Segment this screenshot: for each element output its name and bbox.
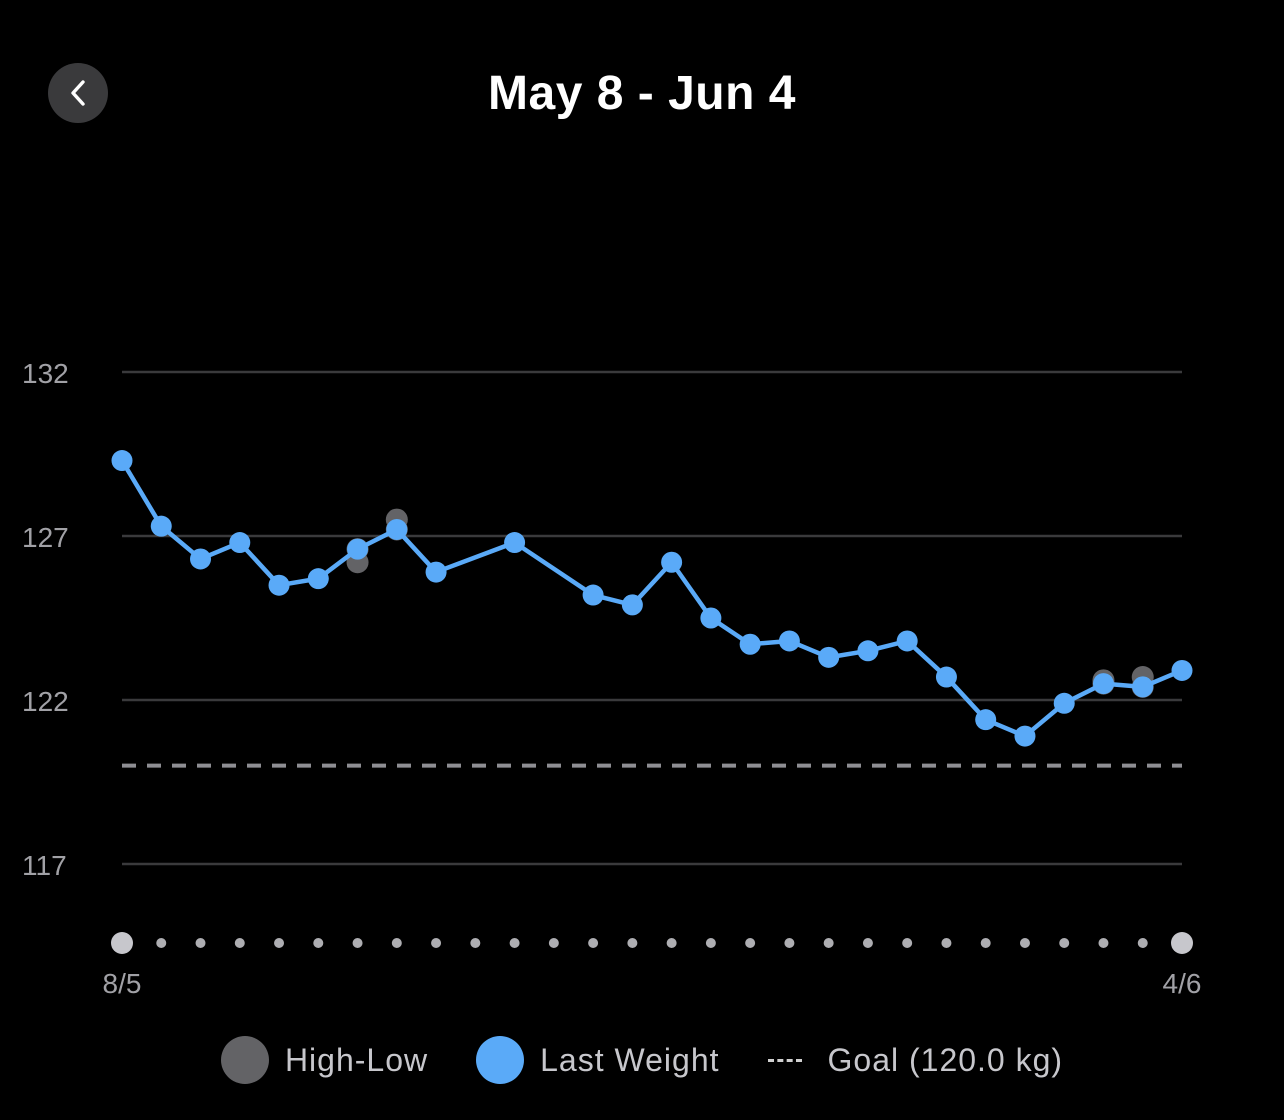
x-axis-dot-27 <box>1171 932 1193 954</box>
last-weight-swatch <box>476 1036 525 1084</box>
legend-label-last-weight: Last Weight <box>540 1041 720 1078</box>
weight-chart: 117 122 127 132 8/5 4/6 <box>22 358 1202 999</box>
x-axis-dot-16 <box>745 938 756 948</box>
x-axis-dot-1 <box>156 938 167 948</box>
x-axis-dot-17 <box>784 938 795 948</box>
x-axis-dot-26 <box>1137 938 1148 948</box>
legend-item-high-low[interactable]: High-Low <box>220 1036 429 1084</box>
x-axis-dot-20 <box>902 938 913 948</box>
last-weight-point-26 <box>1132 676 1154 698</box>
last-weight-point-18 <box>818 646 840 668</box>
x-axis-dot-24 <box>1059 938 1070 948</box>
x-label-start: 8/5 <box>103 968 142 999</box>
x-axis-dot-22 <box>980 938 991 948</box>
last-weight-point-17 <box>778 630 800 652</box>
last-weight-point-23 <box>1014 725 1036 747</box>
x-axis-dot-14 <box>666 938 677 948</box>
x-axis-dot-8 <box>431 938 442 948</box>
x-axis-dot-3 <box>234 938 245 948</box>
last-weight-point-0 <box>111 450 133 472</box>
x-label-end: 4/6 <box>1163 968 1202 999</box>
last-weight-point-5 <box>307 568 329 590</box>
y-tick-label-117: 117 <box>22 850 67 881</box>
x-axis-dot-4 <box>274 938 285 948</box>
x-axis-dot-6 <box>352 938 363 948</box>
legend-item-goal[interactable]: Goal (120.0 kg) <box>767 1041 1064 1079</box>
x-axis-dot-10 <box>509 938 520 948</box>
x-axis-dot-15 <box>705 938 716 948</box>
page-title: May 8 - Jun 4 <box>488 67 796 120</box>
x-axis-dot-25 <box>1098 938 1109 948</box>
x-axis-dot-12 <box>588 938 599 948</box>
last-weight-point-4 <box>268 574 290 596</box>
x-axis-dot-21 <box>941 938 952 948</box>
x-axis-dot-13 <box>627 938 638 948</box>
last-weight-point-19 <box>857 640 879 662</box>
y-tick-label-127: 127 <box>22 522 69 553</box>
legend-item-last-weight[interactable]: Last Weight <box>476 1036 719 1084</box>
last-weight-point-13 <box>621 594 643 616</box>
legend-label-high-low: High-Low <box>284 1041 429 1078</box>
last-weight-point-10 <box>504 532 526 554</box>
y-tick-label-122: 122 <box>22 686 69 717</box>
x-axis-dot-19 <box>862 938 873 948</box>
last-weight-point-1 <box>150 515 172 537</box>
legend-label-goal: Goal (120.0 kg) <box>827 1041 1064 1078</box>
last-weight-point-7 <box>386 518 408 540</box>
x-axis-dot-2 <box>195 938 206 948</box>
last-weight-point-14 <box>661 551 683 573</box>
last-weight-point-21 <box>935 666 957 688</box>
y-tick-label-132: 132 <box>22 358 69 389</box>
last-weight-point-16 <box>739 633 761 655</box>
high-low-swatch <box>220 1036 269 1084</box>
last-weight-point-24 <box>1053 692 1075 714</box>
last-weight-point-22 <box>975 709 997 731</box>
chevron-left-icon <box>71 80 85 106</box>
last-weight-point-3 <box>229 532 251 554</box>
x-axis-dot-5 <box>313 938 324 948</box>
x-axis-dot-7 <box>391 938 402 948</box>
chart-legend: High-Low Last Weight Goal (120.0 kg) <box>0 1034 1284 1086</box>
x-axis-dot-23 <box>1019 938 1030 948</box>
back-button[interactable] <box>48 63 108 123</box>
x-axis-dot-18 <box>823 938 834 948</box>
last-weight-point-20 <box>896 630 918 652</box>
x-axis-dot-0 <box>111 932 133 954</box>
last-weight-point-27 <box>1171 659 1193 681</box>
x-axis-dot-11 <box>548 938 559 948</box>
last-weight-point-12 <box>582 584 604 606</box>
last-weight-point-6 <box>347 538 369 560</box>
x-axis-dot-9 <box>470 938 481 948</box>
goal-dash-swatch <box>767 1058 802 1062</box>
last-weight-line <box>119 458 1185 739</box>
last-weight-point-8 <box>425 561 447 583</box>
last-weight-point-2 <box>190 548 212 570</box>
last-weight-point-15 <box>700 607 722 629</box>
last-weight-point-25 <box>1092 673 1114 695</box>
